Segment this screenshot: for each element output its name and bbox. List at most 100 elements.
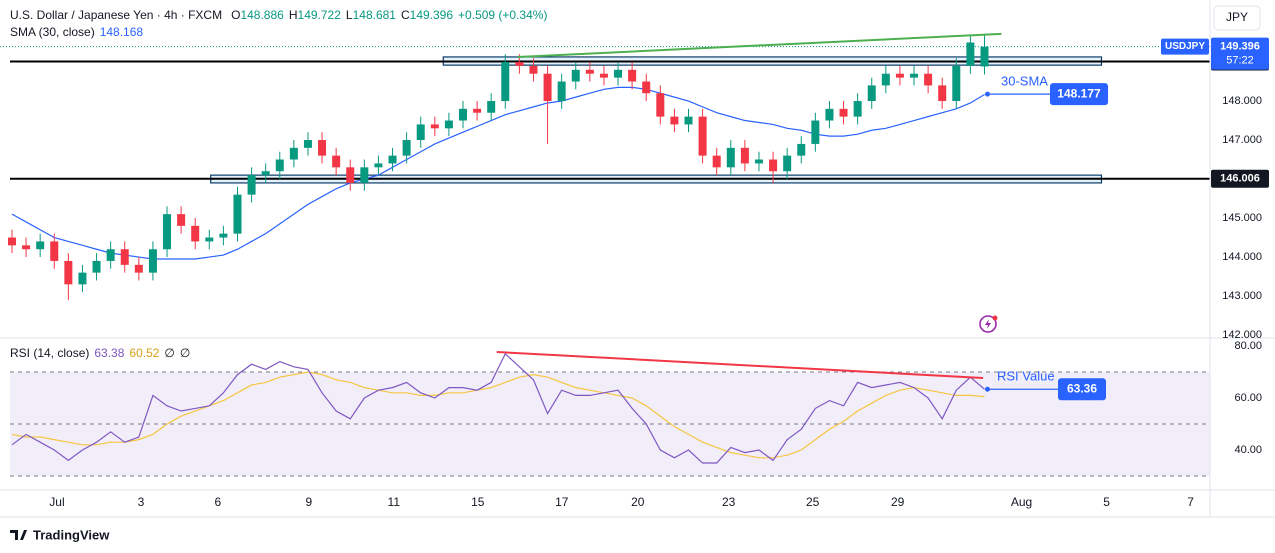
trendline: [517, 32, 1002, 58]
candle-body: [92, 260, 101, 273]
symbol-title: U.S. Dollar / Japanese Yen · 4h · FXCM: [10, 8, 223, 22]
candle-body: [769, 159, 778, 172]
ohlc-label: O: [231, 8, 241, 22]
candle-body: [529, 65, 538, 74]
rsi-extra: ∅: [164, 346, 175, 360]
indicator-value: 148.168: [99, 25, 144, 39]
ohlc-label: C: [400, 8, 410, 22]
candle-body: [78, 272, 87, 285]
candle-body: [797, 143, 806, 156]
candle-body: [233, 194, 242, 234]
indicator-name: SMA (30, close): [10, 25, 95, 39]
ohlc-label: H: [288, 8, 298, 22]
candle-body: [656, 93, 665, 117]
currency: JPY: [1226, 10, 1248, 24]
icon-bolt: [985, 319, 991, 329]
candle-body: [416, 124, 425, 141]
main-legend: U.S. Dollar / Japanese Yen · 4h · FXCM O…: [10, 8, 547, 22]
y-tick-label: 147.000: [1222, 134, 1262, 146]
icon-ring: [979, 315, 997, 333]
candle-body: [205, 237, 214, 242]
price-label: 149.396: [1220, 40, 1260, 52]
countdown: 57:22: [1226, 54, 1254, 66]
candle-body: [346, 167, 355, 183]
y-tick-label: 142.000: [1222, 329, 1262, 341]
annotation-box: [1050, 83, 1108, 106]
sma-legend: SMA (30, close) 148.168: [10, 25, 143, 39]
rsi-pane: RSI Value 63.36: [10, 350, 1210, 477]
x-tick-label: 17: [555, 495, 569, 509]
candle-body: [853, 101, 862, 117]
annotation-value: 148.177: [1057, 86, 1101, 100]
ohlc-value: 149.722: [297, 8, 341, 22]
candle-body: [642, 81, 651, 94]
candle-body: [614, 69, 623, 78]
candle-body: [754, 159, 763, 164]
annotation-value: 63.36: [1067, 381, 1097, 395]
logo-mark: [10, 530, 27, 540]
candle-body: [740, 147, 749, 164]
change: +0.509 (+0.34%): [458, 8, 548, 22]
sma-line: [11, 86, 985, 260]
candle-body: [430, 124, 439, 129]
rsi-line: [11, 352, 985, 464]
candle-body: [938, 85, 947, 102]
candle-body: [585, 69, 594, 74]
x-tick-label: 11: [388, 495, 401, 509]
ohlc-value: 148.681: [352, 8, 396, 22]
candle-body: [557, 81, 566, 102]
y-tick-label: 80.00: [1234, 340, 1262, 352]
price-box: [1211, 37, 1269, 70]
symbol-box: [1161, 38, 1209, 55]
candle-body: [501, 62, 510, 102]
ohlc-value: 148.886: [240, 8, 284, 22]
currency-box[interactable]: [1213, 5, 1261, 31]
icon-dot: [992, 315, 998, 321]
x-tick-label: Jul: [49, 495, 64, 509]
candle-body: [473, 108, 482, 113]
candle-body: [261, 171, 270, 176]
annotation-text: 30-SMA: [1001, 74, 1048, 89]
candle-body: [219, 233, 228, 238]
x-tick-label: 5: [1103, 495, 1110, 509]
candle-body: [867, 85, 876, 102]
x-tick-label: Aug: [1011, 495, 1032, 509]
annotation-box: [1058, 378, 1106, 401]
candle-body: [966, 42, 975, 66]
y-tick-label: 144.000: [1222, 251, 1262, 263]
alert-icon[interactable]: [979, 315, 998, 333]
candle-body: [374, 163, 383, 168]
candle-body: [670, 116, 679, 125]
candle-body: [811, 120, 820, 144]
candle-body: [402, 140, 411, 156]
rsi-ma-line: [11, 371, 985, 459]
candle-body: [148, 249, 157, 273]
symbol-label: USDJPY: [1165, 41, 1205, 52]
candle-body: [980, 46, 989, 67]
candle-body: [50, 241, 59, 261]
level-label: 146.006: [1220, 173, 1260, 185]
candle-body: [543, 73, 552, 102]
y-tick-label: 60.00: [1234, 392, 1262, 404]
rsi-title: RSI (14, close): [10, 346, 90, 360]
candle-body: [7, 237, 16, 246]
x-tick-label: 3: [138, 495, 145, 509]
candle-body: [303, 140, 312, 148]
brand: TradingView: [33, 527, 110, 542]
x-tick-label: 7: [1187, 495, 1194, 509]
x-tick-label: 15: [471, 495, 485, 509]
x-tick-label: 6: [215, 495, 222, 509]
candle-body: [881, 73, 890, 86]
x-tick-label: 20: [631, 495, 645, 509]
x-tick-label: 25: [806, 495, 820, 509]
candle-body: [910, 73, 919, 78]
candle-body: [318, 140, 327, 156]
price-pane: 30-SMA 148.177: [0, 32, 1210, 300]
candle-body: [571, 69, 580, 82]
y-tick-label: 143.000: [1222, 290, 1262, 302]
candle-body: [487, 101, 496, 113]
x-tick-label: 29: [891, 495, 905, 509]
candle-body: [895, 73, 904, 78]
candle-body: [64, 260, 73, 285]
